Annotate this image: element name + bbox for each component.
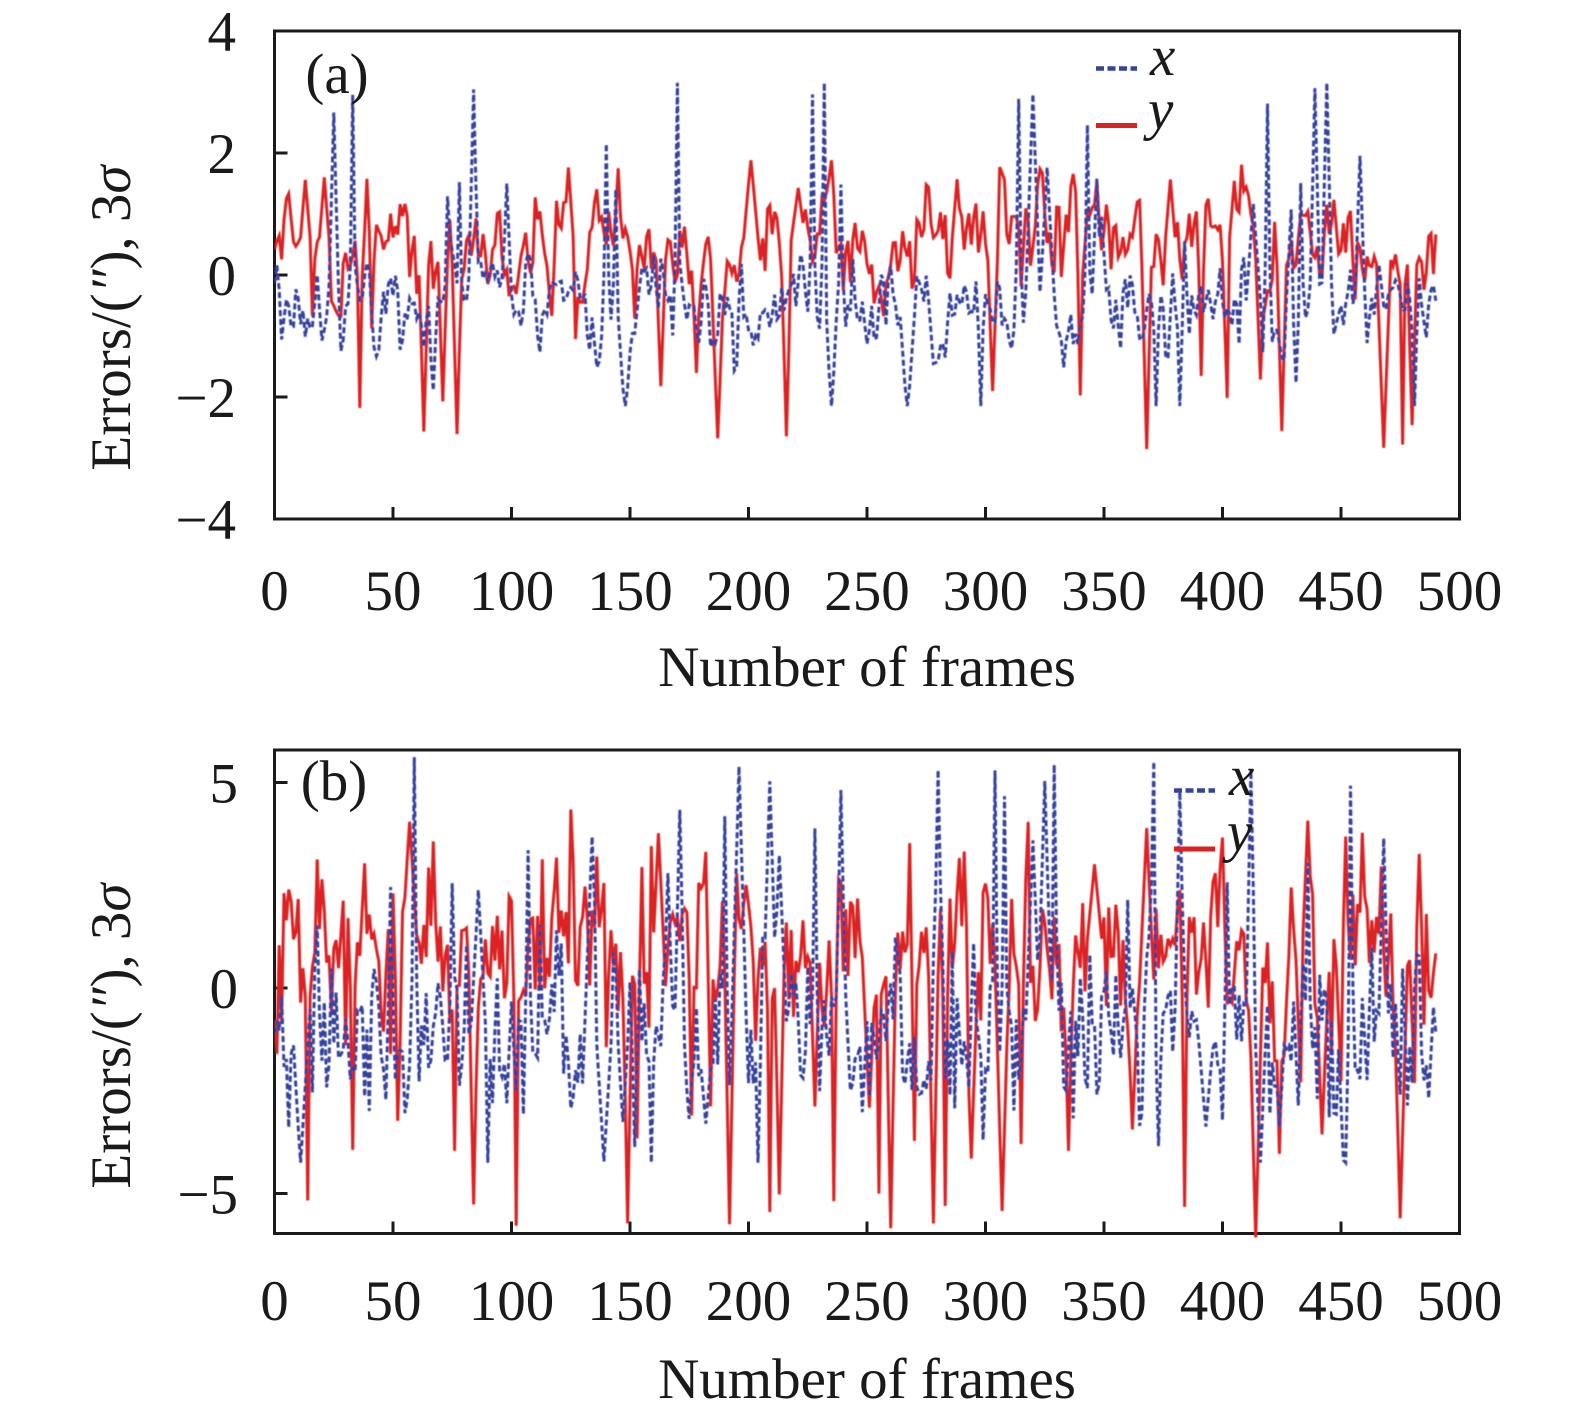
svg-text:500: 500 [1417,1270,1503,1333]
svg-text:200: 200 [706,1270,792,1333]
svg-text:350: 350 [1061,1270,1147,1333]
svg-text:y: y [1222,801,1253,864]
svg-text:Errors/(″), 3σ: Errors/(″), 3σ [80,164,143,471]
svg-text:(b): (b) [301,750,367,813]
svg-text:0: 0 [260,1270,289,1333]
svg-text:50: 50 [365,560,422,623]
svg-text:400: 400 [1180,560,1266,623]
svg-text:100: 100 [469,1270,555,1333]
svg-text:500: 500 [1417,560,1503,623]
svg-text:150: 150 [587,560,673,623]
svg-text:−5: −5 [177,1164,238,1227]
svg-text:x: x [1228,745,1254,808]
svg-text:2: 2 [208,123,237,186]
svg-text:200: 200 [706,560,792,623]
svg-text:Number of frames: Number of frames [658,1348,1076,1411]
svg-text:4: 4 [208,1,237,64]
svg-text:−2: −2 [175,367,236,430]
svg-text:450: 450 [1298,560,1384,623]
svg-text:0: 0 [208,245,237,308]
svg-text:300: 300 [943,560,1029,623]
svg-text:100: 100 [469,560,555,623]
svg-text:150: 150 [587,1270,673,1333]
svg-text:300: 300 [943,1270,1029,1333]
svg-text:400: 400 [1180,1270,1266,1333]
svg-text:5: 5 [210,753,239,816]
svg-text:250: 250 [824,560,910,623]
svg-text:0: 0 [210,958,239,1021]
svg-text:x: x [1149,25,1175,88]
svg-text:y: y [1143,79,1174,142]
svg-text:Errors/(″), 3σ: Errors/(″), 3σ [80,882,143,1189]
svg-text:−4: −4 [175,489,236,552]
svg-text:450: 450 [1298,1270,1384,1333]
svg-text:(a): (a) [305,43,368,106]
svg-text:Number of frames: Number of frames [658,636,1076,699]
svg-text:250: 250 [824,1270,910,1333]
svg-text:50: 50 [365,1270,422,1333]
svg-text:0: 0 [260,560,289,623]
svg-text:350: 350 [1061,560,1147,623]
